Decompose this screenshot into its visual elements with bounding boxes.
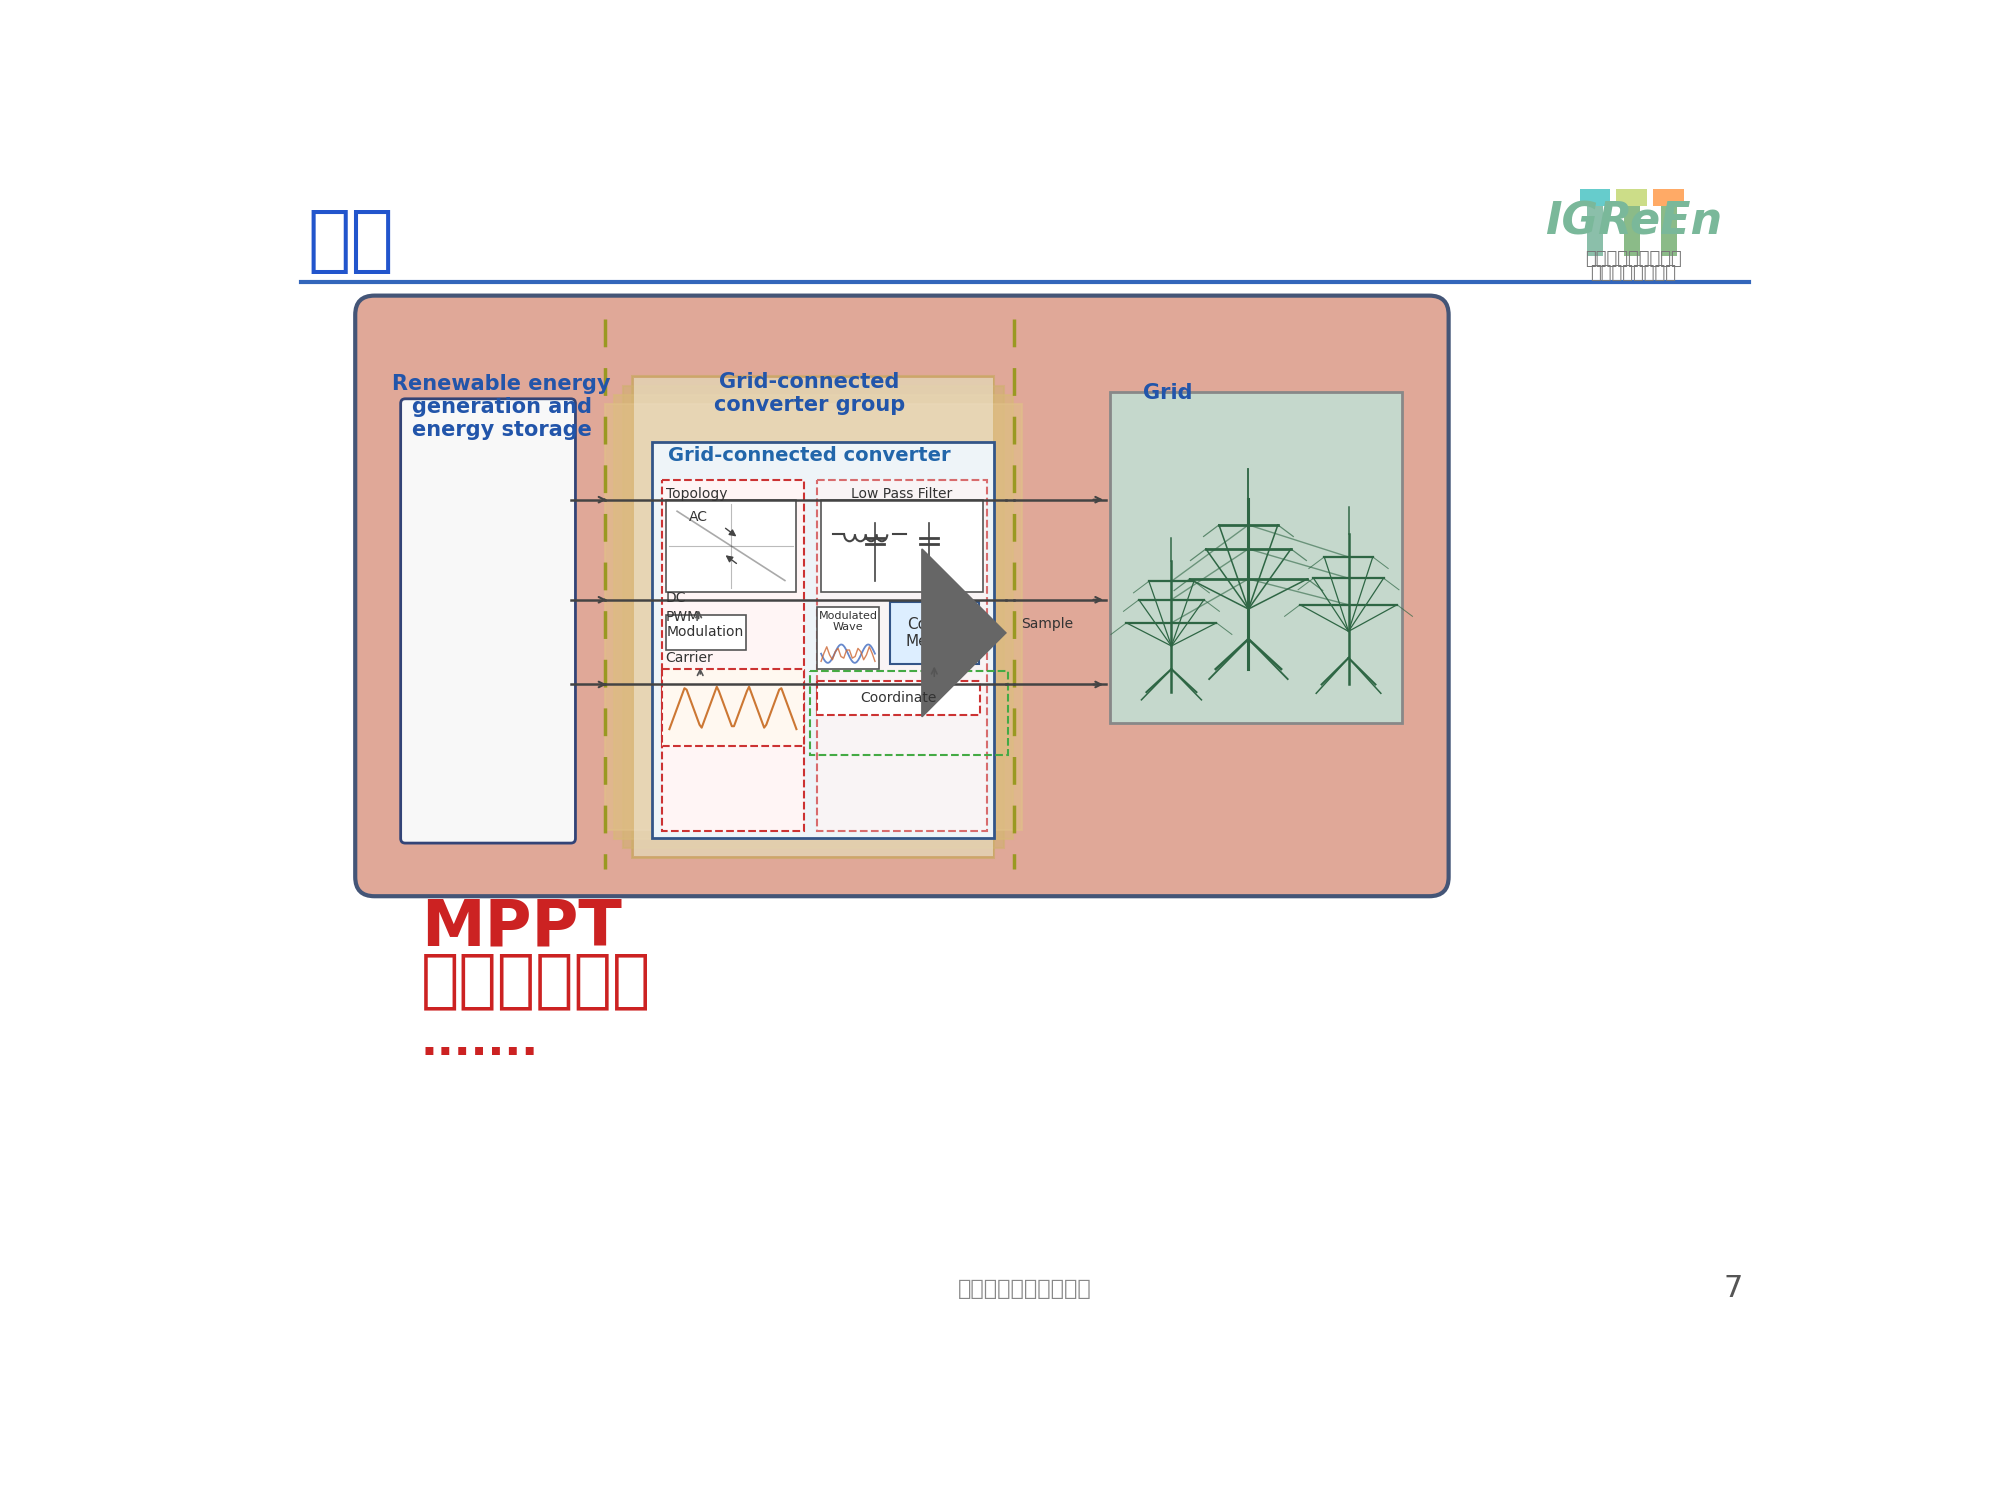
Bar — [890, 602, 978, 663]
Bar — [1579, 189, 1611, 206]
Text: Control
Method: Control Method — [906, 617, 962, 648]
Text: 电池能量管理: 电池能量管理 — [420, 950, 650, 1012]
Bar — [1617, 189, 1647, 206]
Text: Renewable energy
generation and
energy storage: Renewable energy generation and energy s… — [392, 374, 610, 440]
Bar — [1653, 189, 1685, 206]
Text: AC: AC — [688, 510, 708, 524]
Text: Topology: Topology — [666, 488, 726, 501]
Bar — [816, 480, 986, 830]
FancyBboxPatch shape — [356, 296, 1449, 896]
Bar — [820, 500, 982, 591]
Text: 山东大学可再生能源: 山东大学可再生能源 — [1585, 249, 1681, 267]
Bar — [1111, 392, 1403, 723]
Text: Coordinate: Coordinate — [860, 690, 936, 704]
Bar — [634, 378, 992, 856]
Text: Modulated
Wave: Modulated Wave — [818, 611, 878, 632]
Text: Grid-connected
converter group: Grid-connected converter group — [714, 372, 904, 414]
Bar — [816, 608, 878, 669]
Bar — [816, 680, 980, 716]
FancyBboxPatch shape — [400, 399, 576, 844]
Text: 《电工技术学报》发布: 《电工技术学报》发布 — [958, 1279, 1093, 1298]
Bar — [1587, 206, 1603, 257]
Text: Grid: Grid — [1143, 383, 1193, 404]
Text: IGReEn: IGReEn — [1545, 201, 1723, 245]
Text: Low Pass Filter: Low Pass Filter — [850, 488, 952, 501]
Text: DC: DC — [666, 591, 686, 605]
Bar — [810, 671, 1009, 755]
Text: Carrier: Carrier — [666, 650, 712, 665]
Bar — [632, 377, 994, 857]
Bar — [662, 669, 804, 746]
Text: 7: 7 — [1723, 1274, 1743, 1303]
Bar — [1625, 206, 1639, 257]
Text: .......: ....... — [420, 1021, 538, 1064]
Text: Sample: Sample — [1021, 617, 1073, 630]
Text: PWM: PWM — [666, 609, 700, 624]
Bar — [666, 500, 796, 591]
Text: Grid-connected converter: Grid-connected converter — [668, 446, 950, 465]
Bar — [652, 441, 994, 839]
Text: 背景: 背景 — [308, 207, 394, 276]
Bar — [622, 386, 1005, 848]
Text: 与智能电网研究所: 与智能电网研究所 — [1591, 264, 1677, 282]
Text: MPPT: MPPT — [420, 896, 622, 958]
Bar — [614, 395, 1013, 839]
Bar — [662, 480, 804, 830]
Bar — [1661, 206, 1677, 257]
Text: Modulation: Modulation — [666, 624, 744, 639]
Bar — [604, 404, 1023, 830]
Bar — [666, 615, 746, 650]
